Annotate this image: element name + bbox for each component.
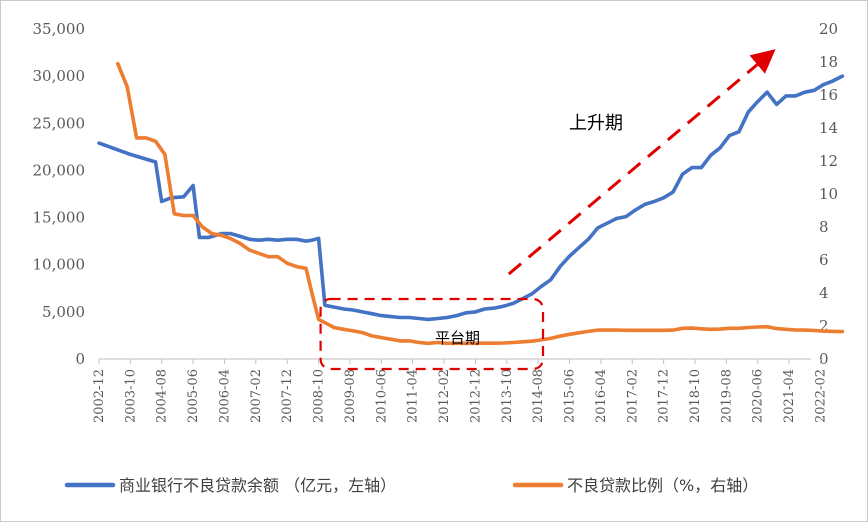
annotation-platform-period: 平台期 <box>435 329 480 347</box>
x-tick-label: 2020-06 <box>751 369 766 423</box>
x-tick-label: 2004-08 <box>155 369 170 423</box>
y-right-tick-label: 0 <box>819 350 829 368</box>
y-left-tick-label: 0 <box>75 350 85 368</box>
x-tick-label: 2009-08 <box>343 369 358 423</box>
y-right-tick-label: 18 <box>819 53 838 71</box>
x-tick-label: 2002-12 <box>92 369 107 423</box>
x-tick-label: 2007-12 <box>280 369 295 423</box>
x-tick-label: 2003-10 <box>123 369 138 423</box>
legend-item-npl-ratio: 不良贷款比例（%，右轴） <box>512 476 758 495</box>
x-tick-label: 2019-08 <box>719 369 734 423</box>
annotation-rising-period: 上升期 <box>569 113 623 134</box>
y-right-tick-label: 6 <box>819 251 829 269</box>
x-tick-label: 2007-02 <box>249 369 264 423</box>
series-line-npl-ratio <box>116 61 845 346</box>
legend-label: 不良贷款比例（%，右轴） <box>567 476 758 495</box>
x-tick-label: 2005-06 <box>186 369 201 423</box>
x-tick-label: 2022-02 <box>813 369 828 423</box>
plot-area <box>97 61 845 346</box>
x-tick-label: 2017-12 <box>657 369 672 423</box>
x-tick-label: 2010-06 <box>374 369 389 423</box>
y-right-tick-label: 14 <box>819 119 838 137</box>
y-right-tick-label: 8 <box>819 218 829 236</box>
x-tick-label: 2008-10 <box>312 369 327 423</box>
x-tick-label: 2015-06 <box>563 369 578 423</box>
x-tick-label: 2013-10 <box>500 369 515 423</box>
x-tick-label: 2018-10 <box>688 369 703 423</box>
rising-trend-arrow <box>507 49 776 276</box>
y-left-tick-label: 15,000 <box>33 209 86 227</box>
x-tick-label: 2006-04 <box>217 369 232 423</box>
y-right-tick-label: 4 <box>819 284 829 302</box>
y-left-tick-label: 35,000 <box>33 20 86 38</box>
x-tick-label: 2014-08 <box>531 369 546 423</box>
y-right-tick-label: 12 <box>819 152 838 170</box>
platform-period-box <box>319 297 545 371</box>
axes-group: 0 5,000 10,000 15,000 20,000 25,000 30,000 35,0… <box>33 20 839 423</box>
legend-label: 商业银行不良贷款余额 （亿元，左轴） <box>119 476 396 495</box>
x-tick-label: 2016-04 <box>594 369 609 423</box>
series-line-npl-balance <box>97 74 845 322</box>
y-right-tick-label: 20 <box>819 20 838 38</box>
y-left-tick-label: 30,000 <box>33 67 86 85</box>
legend: 商业银行不良贷款余额 （亿元，左轴） 不良贷款比例（%，右轴） <box>64 476 758 495</box>
y-left-tick-label: 20,000 <box>33 161 86 179</box>
x-tick-label: 2012-12 <box>468 369 483 423</box>
x-tick-label: 2017-02 <box>625 369 640 423</box>
y-left-tick-label: 5,000 <box>42 303 85 321</box>
y-right-tick-label: 10 <box>819 185 838 203</box>
x-tick-label: 2011-04 <box>406 369 421 423</box>
y-right-tick-label: 2 <box>819 317 829 335</box>
x-tick-label: 2012-02 <box>437 369 452 423</box>
legend-item-npl-balance: 商业银行不良贷款余额 （亿元，左轴） <box>64 476 396 495</box>
x-tick-label: 2021-04 <box>782 369 797 423</box>
y-left-tick-label: 10,000 <box>33 256 86 274</box>
y-right-tick-label: 16 <box>819 86 838 104</box>
y-left-tick-label: 25,000 <box>33 114 86 132</box>
